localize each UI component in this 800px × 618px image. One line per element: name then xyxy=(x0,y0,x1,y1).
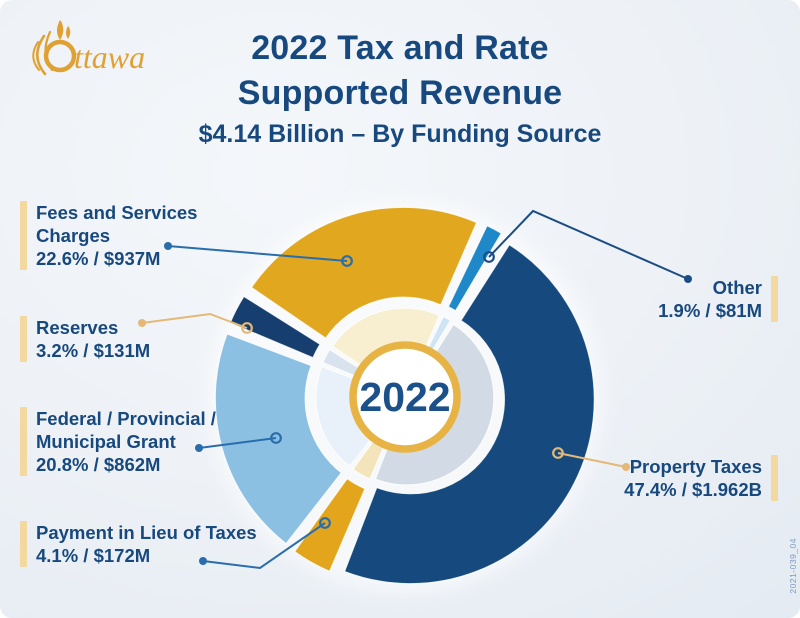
label-value-line: 1.9% / $81M xyxy=(658,300,762,321)
logo-swoosh-1 xyxy=(35,34,47,76)
leader-dot-reserves xyxy=(138,319,146,327)
chart-center-year: 2022 xyxy=(359,374,450,420)
label-value-line: 22.6% / $937M xyxy=(36,248,161,269)
label-property-taxes: Property Taxes 47.4% / $1.962B xyxy=(624,455,778,501)
leader-ring-reserves xyxy=(241,322,253,334)
logo-swoosh-3 xyxy=(44,30,54,72)
leader-dot-fees-and-services-charges xyxy=(164,242,172,250)
leader-lines-group xyxy=(138,209,692,570)
segment-reserves xyxy=(229,295,321,359)
leader-line-payment-in-lieu-of-taxes xyxy=(202,522,326,570)
page-title-line2: Supported Revenue xyxy=(237,74,563,112)
label-value-line: 47.4% / $1.962B xyxy=(624,479,762,500)
logo-swoosh-2 xyxy=(32,41,40,71)
label-name-line: Fees and Services xyxy=(36,202,198,223)
chart-center-circle xyxy=(349,341,461,453)
label-value-line: 3.2% / $131M xyxy=(36,340,151,361)
logo-flame-icon xyxy=(57,20,64,40)
label-name-line: Other xyxy=(712,277,762,298)
leader-line-other xyxy=(488,209,689,280)
label-name-line: Charges xyxy=(36,225,111,246)
label-name-line: Property Taxes xyxy=(629,456,762,477)
accent-bar xyxy=(20,521,27,567)
accent-bar xyxy=(771,276,778,322)
leader-ring-federal-provincial-municipal-grant xyxy=(270,432,282,444)
leader-ring-fees-and-services-charges xyxy=(341,255,353,267)
leader-dot-payment-in-lieu-of-taxes xyxy=(199,557,207,565)
leader-dot-federal-provincial-municipal-grant xyxy=(195,444,203,452)
leader-line-reserves xyxy=(141,312,248,329)
label-value-line: 20.8% / $862M xyxy=(36,454,161,475)
accent-bar xyxy=(771,455,778,501)
label-name-line: Federal / Provincial / xyxy=(36,408,216,429)
label-value-line: 4.1% / $172M xyxy=(36,545,151,566)
accent-bar xyxy=(20,201,27,270)
segment-fees-and-services-charges xyxy=(250,206,478,340)
label-name-line: Reserves xyxy=(36,317,119,338)
title-block: 2022 Tax and Rate Supported Revenue $4.1… xyxy=(120,26,680,150)
document-number: 2021-039_04 xyxy=(788,538,798,594)
accent-bar xyxy=(20,407,27,476)
leader-dot-property-taxes xyxy=(622,463,630,471)
page-title-line1: 2022 Tax and Rate xyxy=(251,29,549,67)
segment-federal-provincial-municipal-grant xyxy=(214,333,343,545)
leader-line-federal-provincial-municipal-grant xyxy=(198,437,277,449)
leader-ring-payment-in-lieu-of-taxes xyxy=(319,517,331,529)
segment-other xyxy=(447,224,503,312)
label-name-line: Municipal Grant xyxy=(36,431,176,452)
leader-line-property-taxes xyxy=(557,452,627,468)
page-subtitle: $4.14 Billion – By Funding Source xyxy=(198,120,602,148)
label-federal-provincial-municipal-grant: Federal / Provincial / Municipal Grant 2… xyxy=(20,407,216,476)
leader-line-fees-and-services-charges xyxy=(167,245,348,262)
logo-wordmark-text: ttawa xyxy=(74,39,145,75)
leader-ring-other xyxy=(483,251,495,263)
label-other: Other 1.9% / $81M xyxy=(658,276,778,322)
segment-property-taxes xyxy=(343,243,595,585)
leader-dot-other xyxy=(684,275,692,283)
accent-bar xyxy=(20,316,27,362)
label-fees-and-services-charges: Fees and Services Charges 22.6% / $937M xyxy=(20,201,197,270)
label-payment-in-lieu-of-taxes: Payment in Lieu of Taxes 4.1% / $172M xyxy=(20,521,257,567)
leader-ring-property-taxes xyxy=(552,447,564,459)
logo-flame-icon-small xyxy=(66,26,71,39)
label-name-line: Payment in Lieu of Taxes xyxy=(36,522,257,543)
ottawa-logo: ttawa xyxy=(32,20,145,76)
label-reserves: Reserves 3.2% / $131M xyxy=(20,316,150,362)
